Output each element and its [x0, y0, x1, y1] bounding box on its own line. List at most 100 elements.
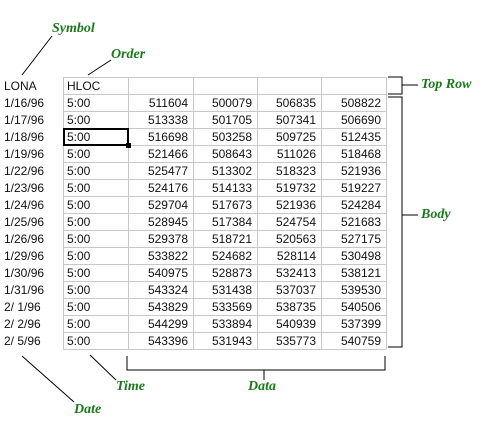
body-cell-data4[interactable]: 519227	[340, 181, 381, 195]
body-cell-data2[interactable]: 533569	[211, 300, 252, 314]
body-cell-data1[interactable]: 544299	[147, 317, 188, 331]
body-cell-time[interactable]: 5:00	[67, 283, 91, 297]
body-cell-data3[interactable]: 521936	[275, 198, 316, 212]
body-cell-date[interactable]: 1/17/96	[4, 113, 45, 127]
body-cell-date[interactable]: 1/19/96	[4, 147, 45, 161]
body-cell-data3[interactable]: 520563	[275, 232, 316, 246]
body-cell-data4[interactable]: 527175	[340, 232, 381, 246]
body-cell-date[interactable]: 1/29/96	[4, 249, 45, 263]
body-cell-time[interactable]: 5:00	[67, 181, 91, 195]
time-callout: Time	[116, 379, 146, 394]
body-cell-data2[interactable]: 514133	[211, 181, 252, 195]
body-cell-data1[interactable]: 529378	[147, 232, 188, 246]
body-cell-time[interactable]: 5:00	[67, 147, 91, 161]
body-cell-date[interactable]: 1/31/96	[4, 283, 45, 297]
body-cell-data2[interactable]: 513302	[211, 164, 252, 178]
body-cell-data4[interactable]: 530498	[340, 249, 381, 263]
body-cell-data1[interactable]: 543324	[147, 283, 188, 297]
body-cell-data4[interactable]: 521936	[340, 164, 381, 178]
body-cell-data4[interactable]: 524284	[340, 198, 381, 212]
body-cell-time[interactable]: 5:00	[67, 334, 91, 348]
body-cell-data2[interactable]: 503258	[211, 130, 252, 144]
body-cell-data3[interactable]: 518323	[275, 164, 316, 178]
body-cell-data2[interactable]: 517384	[211, 215, 252, 229]
body-cell-time[interactable]: 5:00	[67, 215, 91, 229]
body-cell-data4[interactable]: 518468	[340, 147, 381, 161]
body-cell-time[interactable]: 5:00	[67, 317, 91, 331]
body-cell-data2[interactable]: 508643	[211, 147, 252, 161]
body-cell-time[interactable]: 5:00	[67, 198, 91, 212]
body-cell-data3[interactable]: 532413	[275, 266, 316, 280]
body-cell-data4[interactable]: 538121	[340, 266, 381, 280]
body-cell-date[interactable]: 1/18/96	[4, 130, 45, 144]
body-cell-date[interactable]: 1/16/96	[4, 96, 45, 110]
body-cell-data3[interactable]: 507341	[275, 113, 316, 127]
body-cell-data1[interactable]: 525477	[147, 164, 188, 178]
body-cell-data4[interactable]: 512435	[340, 130, 381, 144]
body-cell-time[interactable]: 5:00	[67, 164, 91, 178]
body-cell-data2[interactable]: 500079	[211, 96, 252, 110]
body-cell-data4[interactable]: 537399	[340, 317, 381, 331]
body-cell-date[interactable]: 1/30/96	[4, 266, 45, 280]
body-cell-data4[interactable]: 506690	[340, 113, 381, 127]
fill-handle[interactable]	[126, 143, 131, 148]
body-cell-data4[interactable]: 540759	[340, 334, 381, 348]
body-cell-data3[interactable]: 528114	[276, 249, 316, 263]
body-cell-data3[interactable]: 519732	[275, 181, 316, 195]
body-cell-data1[interactable]: 516698	[147, 130, 188, 144]
top-row-cell-date[interactable]: LONA	[4, 79, 37, 93]
body-cell-date[interactable]: 1/24/96	[4, 198, 45, 212]
body-cell-time[interactable]: 5:00	[67, 130, 91, 144]
top-row-cell-time[interactable]: HLOC	[67, 79, 101, 93]
grid-row-line	[63, 77, 386, 78]
body-cell-data1[interactable]: 543829	[147, 300, 188, 314]
body-cell-date[interactable]: 1/22/96	[4, 164, 45, 178]
body-cell-data1[interactable]: 528945	[147, 215, 188, 229]
body-cell-data2[interactable]: 517673	[211, 198, 252, 212]
body-cell-data3[interactable]: 509725	[275, 130, 316, 144]
body-cell-data2[interactable]: 531438	[211, 283, 252, 297]
body-cell-data2[interactable]: 518721	[211, 232, 252, 246]
time-pointer-line	[89, 354, 117, 381]
body-cell-data2[interactable]: 531943	[211, 334, 252, 348]
body-cell-data3[interactable]: 537037	[275, 283, 316, 297]
body-cell-data1[interactable]: 529704	[147, 198, 188, 212]
body-cell-data3[interactable]: 538735	[275, 300, 316, 314]
body-cell-data2[interactable]: 524682	[211, 249, 252, 263]
body-cell-data4[interactable]: 508822	[340, 96, 381, 110]
body-cell-data3[interactable]: 524754	[275, 215, 316, 229]
body-cell-time[interactable]: 5:00	[67, 266, 91, 280]
body-cell-time[interactable]: 5:00	[67, 300, 91, 314]
body-cell-data1[interactable]: 521466	[147, 147, 188, 161]
body-cell-date[interactable]: 2/ 2/96	[4, 317, 41, 331]
body-cell-time[interactable]: 5:00	[67, 232, 91, 246]
body-cell-data3[interactable]: 506835	[275, 96, 316, 110]
top-row-callout: Top Row	[421, 77, 472, 92]
body-cell-time[interactable]: 5:00	[67, 249, 91, 263]
body-cell-date[interactable]: 2/ 5/96	[4, 334, 41, 348]
body-cell-data4[interactable]: 540506	[340, 300, 381, 314]
body-cell-data3[interactable]: 535773	[275, 334, 316, 348]
body-cell-date[interactable]: 2/ 1/96	[4, 300, 41, 314]
body-cell-data4[interactable]: 521683	[340, 215, 381, 229]
body-cell-time[interactable]: 5:00	[67, 113, 91, 127]
grid-row-line	[63, 315, 386, 316]
body-cell-data2[interactable]: 533894	[211, 317, 252, 331]
body-cell-data3[interactable]: 511026	[276, 147, 316, 161]
body-cell-data2[interactable]: 501705	[211, 113, 252, 127]
body-cell-date[interactable]: 1/26/96	[4, 232, 45, 246]
body-cell-data1[interactable]: 511604	[148, 96, 188, 110]
body-cell-date[interactable]: 1/25/96	[4, 215, 45, 229]
body-cell-data1[interactable]: 524176	[147, 181, 188, 195]
body-cell-date[interactable]: 1/23/96	[4, 181, 45, 195]
body-cell-time[interactable]: 5:00	[67, 96, 91, 110]
body-cell-data2[interactable]: 528873	[211, 266, 252, 280]
body-cell-data1[interactable]: 533822	[147, 249, 188, 263]
body-cell-data1[interactable]: 543396	[147, 334, 188, 348]
body-cell-data1[interactable]: 540975	[147, 266, 188, 280]
body-cell-data4[interactable]: 539530	[340, 283, 381, 297]
grid-row-line	[63, 264, 386, 265]
body-cell-data1[interactable]: 513338	[147, 113, 188, 127]
body-cell-data3[interactable]: 540939	[275, 317, 316, 331]
order-pointer-line	[87, 59, 112, 76]
